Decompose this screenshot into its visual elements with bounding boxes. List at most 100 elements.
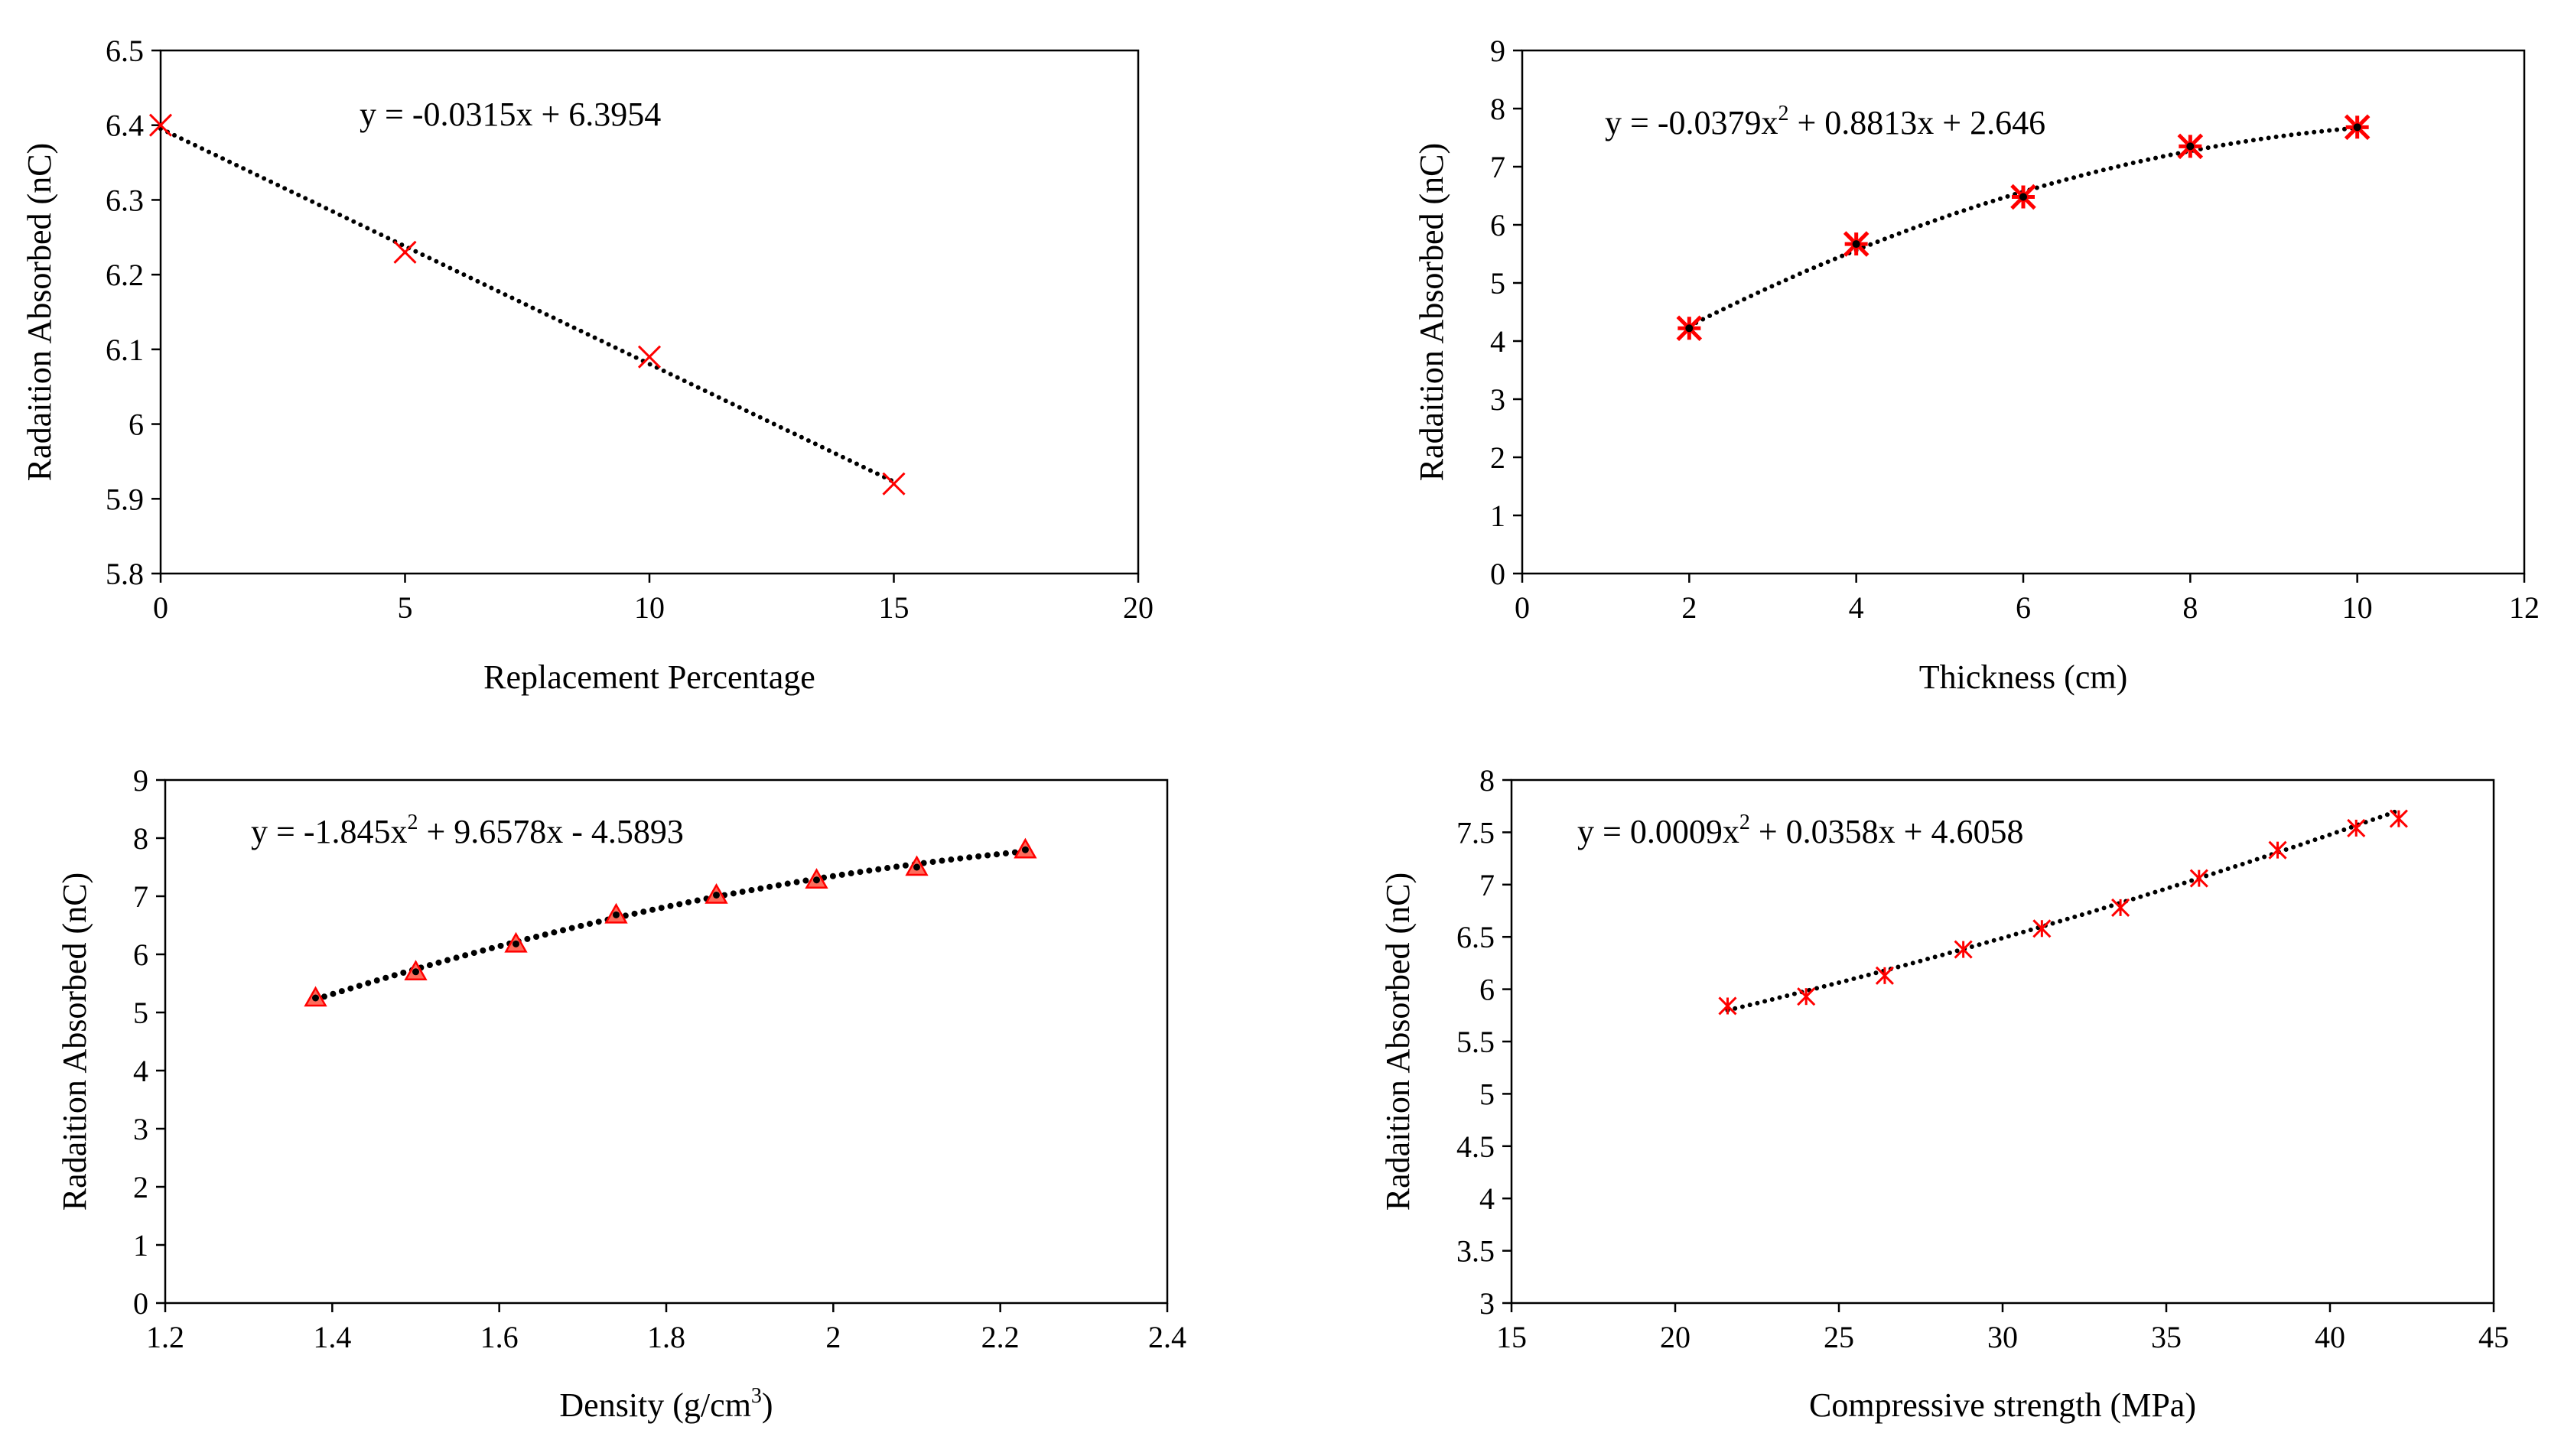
data-point <box>2177 133 2204 160</box>
marker-stroke <box>148 113 173 137</box>
y-tick-label: 5.8 <box>106 557 144 591</box>
trendline-equation: y = -1.845x2 + 9.6578x - 4.5893 <box>251 811 684 850</box>
x-tick-label: 20 <box>1123 590 1154 625</box>
y-tick-label: 4.5 <box>1456 1129 1495 1164</box>
y-tick-label: 5.9 <box>106 482 144 516</box>
y-tick-label: 8 <box>133 821 148 856</box>
data-point <box>1843 231 1869 257</box>
trendline-equation: y = 0.0009x2 + 0.0358x + 4.6058 <box>1577 811 2023 850</box>
chart-top-left: 5.8 5.9 6 6.1 6.2 6.3 6.4 6.5 0 5 10 15 20 Replacemen… <box>21 34 1154 696</box>
marker-center <box>613 911 620 918</box>
x-tick-label: 25 <box>1824 1320 1854 1354</box>
equation-part: + 0.0358x + 4.6058 <box>1750 813 2024 850</box>
x-tick-label: 1.2 <box>146 1320 184 1354</box>
x-tick-label: 1.6 <box>480 1320 519 1354</box>
equation-superscript: 2 <box>407 811 418 834</box>
data-point <box>148 113 173 137</box>
x-tick-label: 1.4 <box>313 1320 351 1354</box>
marker-center <box>713 891 720 899</box>
x-tick-label: 45 <box>2478 1320 2509 1354</box>
trendline-equation: y = -0.0379x2 + 0.8813x + 2.646 <box>1605 102 2045 141</box>
data-point <box>637 345 662 369</box>
x-tick-label: 2 <box>1681 590 1697 625</box>
marker-center <box>2353 123 2361 132</box>
data-point <box>1014 837 1037 859</box>
equation-part: y = -0.0315x + 6.3954 <box>360 96 661 133</box>
x-axis-title: Replacement Percentage <box>483 658 815 696</box>
x-tick-label: 2 <box>825 1320 841 1354</box>
x-tick-label: 2.2 <box>981 1320 1020 1354</box>
data-point <box>2389 809 2408 828</box>
y-axis-title: Radaition Absorbed (nC) <box>1379 873 1417 1211</box>
y-tick-label: 6.1 <box>106 333 144 367</box>
x-axis-title-sup: 3 <box>751 1384 762 1408</box>
trendline <box>158 126 897 484</box>
marker-center <box>813 876 820 884</box>
y-tick-label: 7.5 <box>1456 815 1495 850</box>
data-point <box>1797 987 1816 1006</box>
trendline <box>312 848 1029 1003</box>
y-tick-label: 3 <box>133 1112 148 1146</box>
marker-stroke <box>637 345 662 369</box>
data-point <box>705 882 728 904</box>
x-tick-label: 20 <box>1660 1320 1691 1354</box>
x-tick-label: 10 <box>634 590 665 625</box>
y-tick-label: 5 <box>1490 266 1505 301</box>
data-point <box>2268 840 2287 860</box>
data-point <box>1875 966 1894 985</box>
chart-bottom-left: 0 1 2 3 4 5 6 7 8 9 1.2 1.4 1.6 1.8 2 2.2 2.4 Density (g/… <box>56 763 1186 1424</box>
x-tick-label: 40 <box>2315 1320 2345 1354</box>
x-tick-label: 0 <box>1515 590 1530 625</box>
x-tick-label: 5 <box>398 590 413 625</box>
data-point <box>604 902 628 924</box>
x-tick-label: 8 <box>2182 590 2198 625</box>
y-tick-label: 5 <box>1479 1077 1495 1111</box>
data-point <box>882 472 906 496</box>
y-tick-label: 7 <box>133 879 148 914</box>
y-tick-label: 6.3 <box>106 183 144 217</box>
y-tick-label: 9 <box>1490 34 1505 68</box>
x-axis-title: Density (g/cm3) <box>559 1384 773 1424</box>
marker-stroke <box>393 240 417 264</box>
x-tick-label: 2.4 <box>1148 1320 1186 1354</box>
equation-part: y = 0.0009x <box>1577 813 1739 850</box>
x-tick-label: 12 <box>2509 590 2540 625</box>
y-tick-label: 8 <box>1479 763 1495 798</box>
equation-superscript: 2 <box>1739 811 1750 834</box>
y-tick-label: 0 <box>1490 557 1505 591</box>
trendline-equation: y = -0.0315x + 6.3954 <box>360 96 661 133</box>
equation-part: y = -0.0379x <box>1605 104 1778 141</box>
data-point <box>504 931 528 953</box>
data-point <box>805 868 828 889</box>
data-point <box>1676 315 1703 342</box>
data-point <box>905 855 929 876</box>
equation-part: + 0.8813x + 2.646 <box>1788 104 2045 141</box>
y-tick-label: 6 <box>1479 973 1495 1007</box>
marker-stroke <box>882 472 906 496</box>
y-tick-label: 2 <box>133 1170 148 1204</box>
y-tick-label: 1 <box>1490 499 1505 533</box>
data-point <box>393 240 417 264</box>
marker-center <box>1021 846 1029 853</box>
marker-center <box>1685 324 1694 333</box>
data-point <box>404 960 428 981</box>
data-point <box>1718 996 1737 1016</box>
y-tick-label: 6.5 <box>106 34 144 68</box>
x-axis-title: Compressive strength (MPa) <box>1809 1386 2196 1424</box>
x-tick-label: 0 <box>153 590 168 625</box>
x-tick-label: 35 <box>2151 1320 2182 1354</box>
marker-center <box>1852 240 1860 249</box>
y-tick-label: 6.4 <box>106 109 144 143</box>
data-point <box>2111 898 2130 917</box>
data-point <box>2032 919 2052 938</box>
x-tick-label: 4 <box>1849 590 1864 625</box>
y-tick-label: 8 <box>1490 92 1505 126</box>
y-tick-label: 5.5 <box>1456 1025 1495 1059</box>
marker-center <box>2019 193 2027 201</box>
chart-bottom-right: 3 3.5 4 4.5 5 5.5 6 6.5 7 7.5 8 15 20 25 30 35 40 45 Compr… <box>1379 763 2509 1424</box>
y-axis-title: Radaition Absorbed (nC) <box>1413 143 1450 481</box>
marker-center <box>913 863 920 871</box>
y-tick-label: 0 <box>133 1286 148 1321</box>
y-tick-label: 3 <box>1490 382 1505 417</box>
